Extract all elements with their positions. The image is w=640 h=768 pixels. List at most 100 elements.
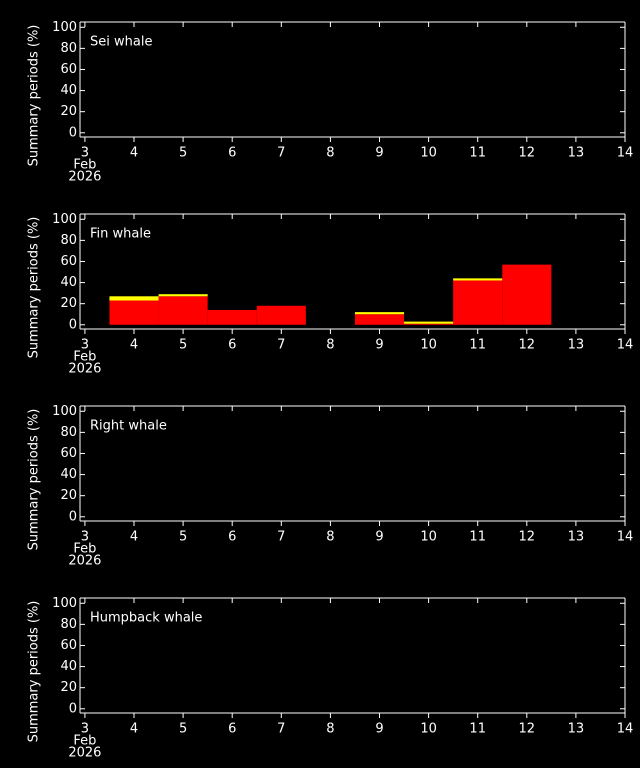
x-tick-label: 8 xyxy=(326,338,334,353)
panel-title: Right whale xyxy=(90,419,167,434)
x-tick-label: 14 xyxy=(617,530,634,545)
y-tick-label: 100 xyxy=(52,596,77,611)
y-axis-label: Summary periods (%) xyxy=(27,25,42,167)
x-tick-label: 13 xyxy=(568,146,585,161)
bar xyxy=(158,296,208,325)
x-tick-label: 14 xyxy=(617,146,634,161)
x-tick-label: 11 xyxy=(469,530,486,545)
x-tick-label: 3 xyxy=(81,722,89,737)
bar xyxy=(354,314,405,325)
y-tick-label: 40 xyxy=(60,659,77,674)
panel-title: Humpback whale xyxy=(90,611,202,626)
x-tick-label: 13 xyxy=(568,530,585,545)
x-tick-label: 12 xyxy=(519,530,536,545)
x-tick-label: 7 xyxy=(277,722,285,737)
x-tick-label: 10 xyxy=(420,146,437,161)
y-tick-label: 20 xyxy=(60,680,77,695)
x-tick-label: 6 xyxy=(228,338,236,353)
x-tick-label: 10 xyxy=(420,722,437,737)
x-tick-label: 8 xyxy=(326,146,334,161)
x-tick-label: 11 xyxy=(469,722,486,737)
y-tick-label: 40 xyxy=(60,83,77,98)
x-tick-label: 4 xyxy=(130,722,138,737)
bar xyxy=(256,305,306,325)
x-tick-label: 4 xyxy=(130,338,138,353)
x-year-label: 2026 xyxy=(68,554,101,569)
bar xyxy=(502,264,552,325)
y-tick-label: 0 xyxy=(69,701,77,716)
y-tick-label: 20 xyxy=(60,296,77,311)
y-tick-label: 60 xyxy=(60,254,77,269)
y-tick-label: 60 xyxy=(60,446,77,461)
x-tick-label: 11 xyxy=(469,338,486,353)
x-tick-label: 4 xyxy=(130,146,138,161)
x-tick-label: 5 xyxy=(179,146,187,161)
y-tick-label: 0 xyxy=(69,125,77,140)
x-tick-label: 7 xyxy=(277,530,285,545)
bar xyxy=(404,323,454,325)
x-tick-label: 9 xyxy=(375,338,383,353)
y-tick-label: 80 xyxy=(60,233,77,248)
x-tick-label: 3 xyxy=(81,146,89,161)
x-year-label: 2026 xyxy=(68,746,101,761)
x-month-label: Feb xyxy=(73,542,96,557)
x-month-label: Feb xyxy=(73,350,96,365)
x-tick-label: 6 xyxy=(228,722,236,737)
x-tick-label: 6 xyxy=(228,146,236,161)
y-axis-label: Summary periods (%) xyxy=(27,601,42,743)
x-month-label: Feb xyxy=(73,158,96,173)
x-month-label: Feb xyxy=(73,734,96,749)
y-tick-label: 60 xyxy=(60,62,77,77)
x-tick-label: 10 xyxy=(420,338,437,353)
y-axis-label: Summary periods (%) xyxy=(27,217,42,359)
bar xyxy=(158,294,208,297)
x-tick-label: 13 xyxy=(568,722,585,737)
x-tick-label: 9 xyxy=(375,146,383,161)
y-tick-label: 80 xyxy=(60,41,77,56)
x-tick-label: 12 xyxy=(519,338,536,353)
x-tick-label: 9 xyxy=(375,530,383,545)
x-tick-label: 9 xyxy=(375,722,383,737)
x-tick-label: 5 xyxy=(179,530,187,545)
x-tick-label: 10 xyxy=(420,530,437,545)
y-tick-label: 80 xyxy=(60,617,77,632)
x-tick-label: 14 xyxy=(617,338,634,353)
bar xyxy=(109,296,159,301)
panel-title: Fin whale xyxy=(90,227,151,242)
y-tick-label: 60 xyxy=(60,638,77,653)
x-tick-label: 12 xyxy=(519,722,536,737)
y-tick-label: 20 xyxy=(60,488,77,503)
y-axis-label: Summary periods (%) xyxy=(27,409,42,551)
y-tick-label: 100 xyxy=(52,212,77,227)
y-tick-label: 100 xyxy=(52,404,77,419)
panel-title: Sei whale xyxy=(90,35,152,50)
x-tick-label: 7 xyxy=(277,338,285,353)
x-tick-label: 8 xyxy=(326,530,334,545)
y-tick-label: 20 xyxy=(60,104,77,119)
x-year-label: 2026 xyxy=(68,170,101,185)
x-tick-label: 5 xyxy=(179,722,187,737)
x-tick-label: 3 xyxy=(81,530,89,545)
bar xyxy=(354,312,405,315)
y-tick-label: 80 xyxy=(60,425,77,440)
bar xyxy=(453,280,503,325)
y-tick-label: 40 xyxy=(60,467,77,482)
x-tick-label: 14 xyxy=(617,722,634,737)
x-tick-label: 7 xyxy=(277,146,285,161)
bar xyxy=(404,321,454,324)
x-tick-label: 4 xyxy=(130,530,138,545)
x-tick-label: 3 xyxy=(81,338,89,353)
x-year-label: 2026 xyxy=(68,362,101,377)
y-tick-label: 100 xyxy=(52,20,77,35)
y-tick-label: 0 xyxy=(69,509,77,524)
bar xyxy=(453,278,503,281)
x-tick-label: 11 xyxy=(469,146,486,161)
bar xyxy=(207,310,257,325)
x-tick-label: 13 xyxy=(568,338,585,353)
